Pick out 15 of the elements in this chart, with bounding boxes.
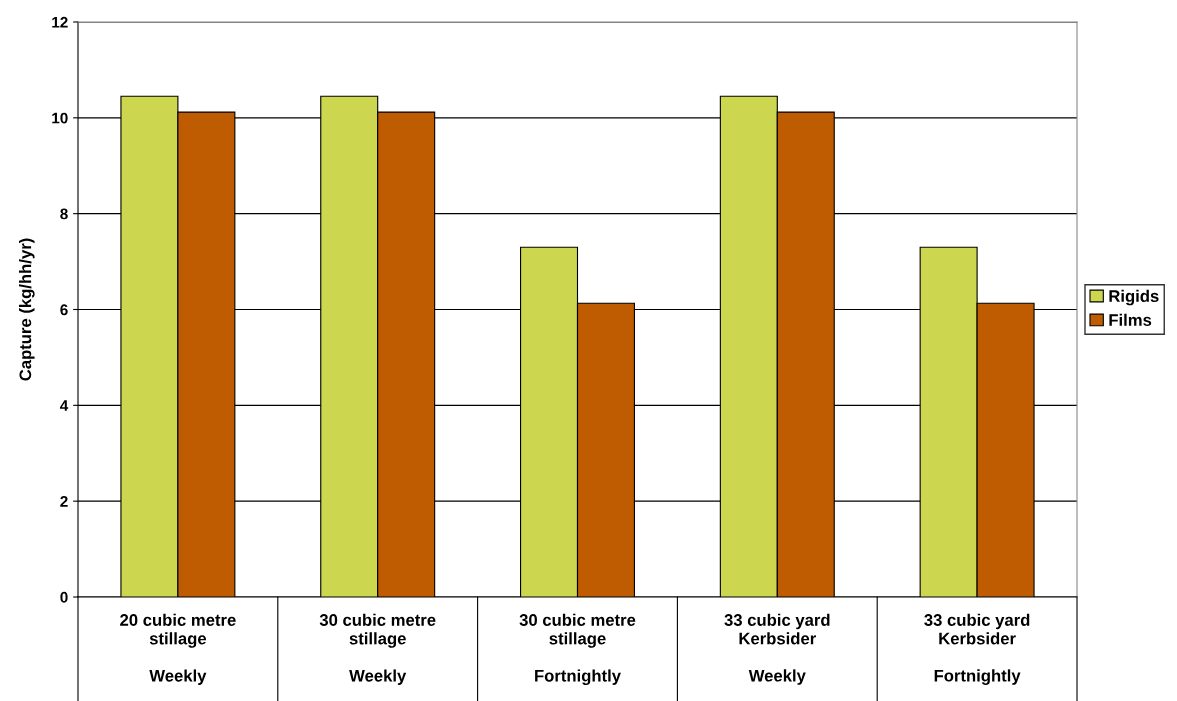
y-tick-label: 2 (60, 496, 68, 507)
legend-label: Rigids (1109, 289, 1159, 306)
y-axis-title: Capture (kg/hh/yr) (19, 238, 35, 381)
legend-label: Films (1109, 313, 1152, 326)
category-label: 33 cubic yard Kerbsider Weekly (724, 613, 830, 685)
y-tick-label: 8 (60, 208, 68, 220)
y-tick-label: 12 (52, 16, 68, 28)
category-label: 30 cubic metre stillage Weekly (319, 613, 436, 685)
y-tick-label: 10 (52, 112, 68, 124)
y-tick-label: 0 (60, 591, 68, 603)
category-label: 33 cubic yard Kerbsider Fortnightly (924, 613, 1030, 685)
y-tick-label: 4 (60, 400, 69, 411)
category-label: 30 cubic metre stillage Fortnightly (519, 613, 636, 686)
category-label: 20 cubic metre stillage Weekly (120, 613, 236, 685)
y-tick-label: 6 (60, 304, 68, 316)
